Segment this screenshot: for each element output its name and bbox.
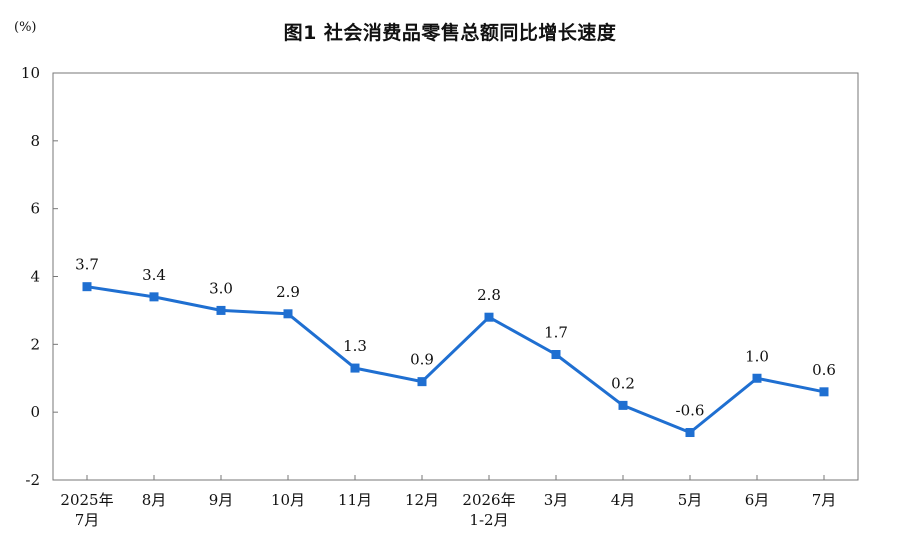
y-tick-label: -2 <box>25 471 40 489</box>
data-point-marker <box>216 305 226 315</box>
data-labels: 3.7 3.4 3.0 2.9 1.3 0.9 2.8 1.7 0.2 -0.6 1.0 0.6 <box>75 256 836 420</box>
plot-area-frame <box>52 72 859 481</box>
x-tick-label: 12月 <box>405 491 439 509</box>
series-markers <box>82 282 829 438</box>
data-label: 0.2 <box>611 374 635 392</box>
y-tick-label: 2 <box>30 335 40 353</box>
data-point-marker <box>283 309 293 319</box>
chart-title: 图1 社会消费品零售总额同比增长速度 <box>283 22 617 44</box>
data-point-marker <box>82 282 92 292</box>
data-label: 0.9 <box>410 351 434 369</box>
y-tick-label: 10 <box>21 64 40 82</box>
data-point-marker <box>350 363 360 373</box>
x-tick-label: 7月 <box>75 511 100 529</box>
x-tick-label: 11月 <box>338 491 372 509</box>
data-label: -0.6 <box>676 402 705 420</box>
x-tick-label: 10月 <box>271 491 305 509</box>
data-label: 1.7 <box>544 324 568 342</box>
data-label: 2.8 <box>477 286 501 304</box>
x-tick-label: 1-2月 <box>469 511 508 529</box>
x-tick-label: 2025年 <box>60 491 113 509</box>
data-label: 3.4 <box>142 266 166 284</box>
x-tick-label: 2026年 <box>462 491 515 509</box>
data-label: 0.6 <box>812 361 836 379</box>
x-tick-label: 6月 <box>745 491 770 509</box>
x-tick-label: 7月 <box>812 491 837 509</box>
x-tick-label: 4月 <box>611 491 636 509</box>
series-line <box>86 285 825 434</box>
y-tick-label: 8 <box>30 132 40 150</box>
data-label: 3.0 <box>209 279 233 297</box>
data-point-marker <box>685 428 695 438</box>
data-point-marker <box>752 373 762 383</box>
x-axis: 2025年 7月 8月 9月 10月 11月 12月 2026年 1-2月 3月 4月 5月 6月 7月 <box>60 475 836 529</box>
x-tick-label: 5月 <box>678 491 703 509</box>
y-tick-label: 0 <box>30 403 40 421</box>
y-axis-unit: (%) <box>14 20 37 35</box>
x-tick-label: 3月 <box>544 491 569 509</box>
y-tick-label: 4 <box>30 268 40 286</box>
data-label: 1.3 <box>343 337 367 355</box>
data-label: 1.0 <box>745 347 769 365</box>
data-point-marker <box>417 377 427 387</box>
data-label: 2.9 <box>276 283 300 301</box>
y-axis: -2 0 2 4 6 8 10 <box>21 64 58 489</box>
data-point-marker <box>484 312 494 322</box>
data-point-marker <box>618 400 628 410</box>
x-tick-label: 8月 <box>142 491 167 509</box>
x-tick-label: 9月 <box>209 491 234 509</box>
y-tick-label: 6 <box>30 200 40 218</box>
data-point-marker <box>551 350 561 360</box>
data-label: 3.7 <box>75 256 99 274</box>
data-point-marker <box>149 292 159 302</box>
data-point-marker <box>819 387 829 397</box>
